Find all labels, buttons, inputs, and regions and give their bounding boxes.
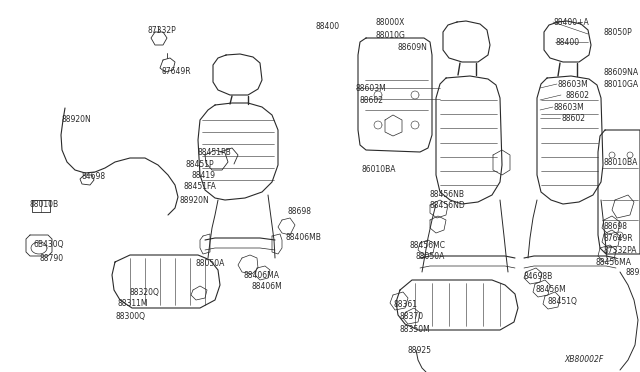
Text: 88451P: 88451P [185,160,214,169]
Text: 88406MB: 88406MB [285,233,321,242]
Text: 88300Q: 88300Q [116,312,146,321]
Text: 88456M: 88456M [535,285,566,294]
Text: 88406M: 88406M [251,282,282,291]
Text: 88311M: 88311M [118,299,148,308]
Text: 88920N: 88920N [180,196,210,205]
Text: 87332PA: 87332PA [604,246,637,255]
Text: 88350M: 88350M [400,325,431,334]
Text: 88790: 88790 [40,254,64,263]
Text: 88419: 88419 [192,171,216,180]
Text: 88609NA: 88609NA [603,68,638,77]
Text: 88698: 88698 [288,207,312,216]
Text: 88050A: 88050A [196,259,225,268]
Text: 88925: 88925 [408,346,432,355]
Text: 6B430Q: 6B430Q [33,240,63,249]
Text: 88920N: 88920N [62,115,92,124]
Text: 88400+A: 88400+A [553,18,589,27]
Text: 88451FA: 88451FA [183,182,216,191]
Text: 88400: 88400 [316,22,340,31]
Text: 88456MC: 88456MC [409,241,445,250]
Text: 88010GA: 88010GA [603,80,638,89]
Text: 88010G: 88010G [375,31,405,40]
Text: 88925: 88925 [626,268,640,277]
Text: 86010BA: 86010BA [362,165,397,174]
Text: 88456ND: 88456ND [430,201,466,210]
Text: 88451PB: 88451PB [197,148,231,157]
Text: 88000X: 88000X [375,18,404,27]
Text: 88602: 88602 [561,114,585,123]
Text: 87649R: 87649R [604,234,634,243]
Text: 88698: 88698 [604,222,628,231]
Text: 88609N: 88609N [397,43,427,52]
Text: XB80002F: XB80002F [564,355,604,364]
Text: 88603M: 88603M [557,80,588,89]
Text: 88456MA: 88456MA [595,258,631,267]
Text: 88406MA: 88406MA [243,271,279,280]
Text: 88400: 88400 [555,38,579,47]
Text: 88010BA: 88010BA [603,158,637,167]
Text: 88370: 88370 [400,312,424,321]
Text: 88602: 88602 [360,96,384,105]
Text: 88050P: 88050P [603,28,632,37]
Text: 88603M: 88603M [355,84,386,93]
Text: 84698B: 84698B [524,272,553,281]
Text: 87332P: 87332P [148,26,177,35]
Text: 88603M: 88603M [553,103,584,112]
Text: 84698: 84698 [82,172,106,181]
Text: 88456NB: 88456NB [430,190,465,199]
Text: 88010B: 88010B [30,200,59,209]
Text: 87649R: 87649R [161,67,191,76]
Text: 88320Q: 88320Q [130,288,160,297]
Text: 88602: 88602 [566,91,590,100]
Text: 88050A: 88050A [415,252,444,261]
Text: 88451Q: 88451Q [547,297,577,306]
Text: 88361: 88361 [393,300,417,309]
